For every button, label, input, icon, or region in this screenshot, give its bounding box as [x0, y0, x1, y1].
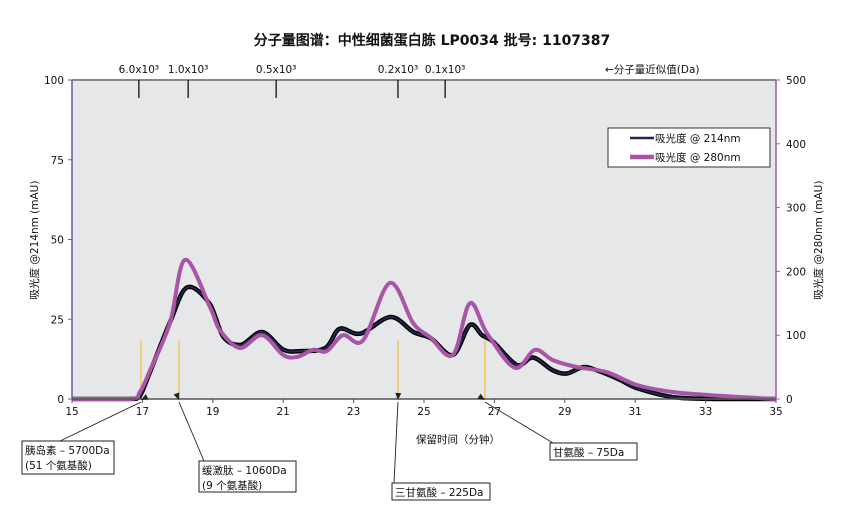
y-right-tick-label: 500	[786, 75, 806, 87]
arrow-head-icon	[395, 392, 402, 401]
arrow-head-icon	[140, 394, 149, 401]
mw-marker-label: 6.0x10³	[119, 64, 159, 76]
mw-marker-label: 0.5x10³	[256, 64, 296, 76]
legend-label-280: 吸光度 @ 280nm	[655, 151, 741, 164]
series-280nm-line	[71, 257, 777, 401]
x-axis-title: 保留时间（分钟）	[416, 433, 500, 446]
mw-marker-label: 0.2x10³	[378, 64, 418, 76]
x-tick-label: 19	[206, 406, 219, 418]
legend-box	[607, 127, 771, 168]
x-tick-label: 23	[347, 406, 360, 418]
mw-marker-caption: ←分子量近似值(Da)	[605, 63, 700, 76]
y-right-tick-label: 0	[786, 394, 793, 406]
y-left-tick-label: 0	[57, 394, 64, 406]
y-left-tick-label: 75	[51, 155, 64, 167]
x-tick-label: 25	[417, 406, 430, 418]
annotation-text: (51 个氨基酸)	[25, 459, 92, 472]
standard-annotation: 甘氨酸 – 75Da	[477, 393, 638, 461]
arrow-head-icon	[477, 393, 485, 400]
mw-marker-label: 1.0x10³	[168, 64, 208, 76]
annotation-box	[549, 442, 638, 461]
y-right-tick-label: 100	[786, 330, 806, 342]
annotation-box	[391, 482, 491, 501]
annotation-arrow	[393, 401, 399, 484]
annotation-arrow	[178, 401, 205, 462]
x-tick-label: 31	[629, 406, 642, 418]
x-tick-label: 27	[488, 406, 501, 418]
arrow-head-icon	[173, 392, 180, 401]
legend-label-214: 吸光度 @ 214nm	[655, 132, 741, 145]
annotation-box	[21, 440, 115, 475]
annotation-arrow	[484, 401, 554, 444]
y-left-tick-label: 100	[44, 75, 64, 87]
annotation-arrow	[59, 401, 142, 442]
standard-annotation: 三甘氨酸 – 225Da	[391, 392, 491, 501]
chart-title: 分子量图谱：中性细菌蛋白胨 LP0034 批号: 1107387	[254, 32, 611, 49]
x-tick-label: 33	[699, 406, 712, 418]
mw-marker-label: 0.1x10³	[425, 64, 465, 76]
x-tick-label: 17	[136, 406, 149, 418]
annotation-text: 缓激肽 – 1060Da	[202, 464, 287, 477]
x-tick-label: 29	[558, 406, 571, 418]
annotation-box	[198, 460, 297, 493]
x-tick-label: 21	[277, 406, 290, 418]
standard-annotation: 胰岛素 – 5700Da (51 个氨基酸)	[21, 394, 149, 475]
y-axis-left-title: 吸光度 @214nm (mAU)	[28, 181, 41, 300]
standard-annotation: 缓激肽 – 1060Da (9 个氨基酸)	[173, 392, 297, 493]
annotation-text: 胰岛素 – 5700Da	[25, 444, 110, 457]
annotation-text: 甘氨酸 – 75Da	[553, 446, 624, 459]
y-left-tick-label: 50	[51, 235, 64, 247]
annotation-text: 三甘氨酸 – 225Da	[395, 486, 484, 499]
x-tick-label: 35	[769, 406, 782, 418]
x-tick-label: 15	[65, 406, 78, 418]
legend: 吸光度 @ 214nm 吸光度 @ 280nm	[607, 127, 771, 168]
y-right-tick-label: 300	[786, 203, 806, 215]
y-right-tick-label: 200	[786, 266, 806, 278]
y-left-tick-label: 25	[51, 314, 64, 326]
y-right-tick-label: 400	[786, 139, 806, 151]
annotation-text: (9 个氨基酸)	[202, 479, 262, 492]
y-axis-right-title: 吸光度 @280nm (mAU)	[812, 181, 825, 300]
